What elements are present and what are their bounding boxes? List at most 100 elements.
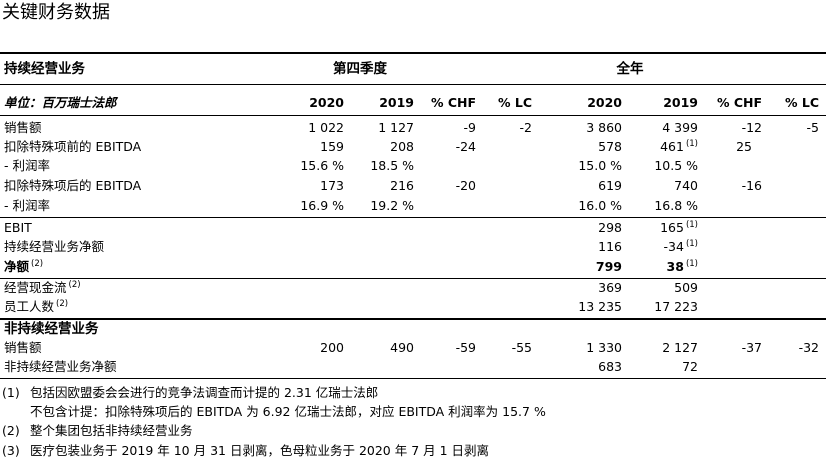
cell-q4-2020: 15.6 % bbox=[300, 158, 344, 173]
cell-fy-2019: 461 (1) bbox=[610, 138, 698, 156]
cell-fy-chf: -12 bbox=[741, 120, 762, 135]
cell-fy-2020: 683 bbox=[598, 359, 622, 374]
cell-fy-2019: 2 127 bbox=[662, 340, 698, 355]
rule-discontinued bbox=[0, 318, 826, 320]
row-label: 持续经营业务净额 bbox=[4, 239, 105, 254]
cell-fy-2020: 13 235 bbox=[578, 299, 622, 314]
cell-q4-2019: 208 bbox=[390, 139, 414, 154]
cell-q4-2019: 18.5 % bbox=[370, 158, 414, 173]
row-label: 扣除特殊项前的 EBITDA bbox=[4, 139, 142, 154]
cell-fy-chf: 25 bbox=[736, 139, 752, 154]
cell-fy-2019: 16.8 % bbox=[654, 198, 698, 213]
cell-fy-2019: 4 399 bbox=[662, 120, 698, 135]
cell-fy-2020: 799 bbox=[595, 259, 622, 274]
cell-fy-lc: -5 bbox=[806, 120, 819, 135]
cell-fy-2020: 116 bbox=[598, 239, 622, 254]
cell-fy-2019: 165 (1) bbox=[610, 219, 698, 237]
cell-fy-chf: -16 bbox=[741, 178, 762, 193]
cell-fy-2020: 3 860 bbox=[586, 120, 622, 135]
footnote-1-text: 包括因欧盟委会会进行的竞争法调查而计提的 2.31 亿瑞士法郎 bbox=[30, 385, 379, 400]
section-continuing-header: 持续经营业务 bbox=[4, 61, 85, 77]
top-rule bbox=[0, 52, 826, 54]
cell-fy-2020: 1 330 bbox=[586, 340, 622, 355]
cell-fy-2019: 509 bbox=[674, 280, 698, 295]
cell-fy-2020: 578 bbox=[598, 139, 622, 154]
col-fy-2020: 2020 bbox=[587, 95, 622, 110]
header-rule bbox=[0, 84, 826, 85]
cell-value: 461 bbox=[660, 139, 684, 154]
page-title: 关键财务数据 bbox=[2, 2, 110, 23]
col-q4-2020: 2020 bbox=[309, 95, 344, 110]
col-q4-lc: % LC bbox=[497, 95, 532, 110]
footnote-ref: (1) bbox=[685, 238, 698, 249]
colhead-rule bbox=[0, 115, 826, 116]
row-label: 销售额 bbox=[4, 340, 42, 355]
row-label: - 利润率 bbox=[4, 158, 50, 173]
footnote-ref: (1) bbox=[685, 258, 698, 269]
cell-fy-chf: -37 bbox=[741, 340, 762, 355]
cell-fy-2019: 17 223 bbox=[654, 299, 698, 314]
cell-fy-2020: 15.0 % bbox=[578, 158, 622, 173]
unit-label: 单位：百万瑞士法郎 bbox=[4, 95, 117, 110]
footnote-3-text: 医疗包装业务于 2019 年 10 月 31 日剥离，色母粒业务于 2020 年… bbox=[30, 443, 490, 458]
cell-fy-2020: 369 bbox=[598, 280, 622, 295]
cell-fy-2019: 72 bbox=[682, 359, 698, 374]
footnote-ref: (1) bbox=[685, 138, 698, 149]
cell-fy-2020: 16.0 % bbox=[578, 198, 622, 213]
col-fy-lc: % LC bbox=[784, 95, 819, 110]
row-label-cashflow: 经营现金流 (2) bbox=[4, 279, 81, 297]
cell-fy-2019: 740 bbox=[674, 178, 698, 193]
row-label: 净额 bbox=[4, 259, 30, 274]
cell-fy-2019: -34 (1) bbox=[610, 238, 698, 256]
cell-fy-lc: -32 bbox=[798, 340, 819, 355]
cell-fy-2019: 10.5 % bbox=[654, 158, 698, 173]
footnote-2-text: 整个集团包括非持续经营业务 bbox=[30, 423, 193, 438]
footnote-ref: (2) bbox=[31, 258, 44, 269]
footnote-1-mark: (1) bbox=[2, 385, 20, 400]
footnote-2-mark: (2) bbox=[2, 423, 20, 438]
cell-value: 165 bbox=[660, 220, 684, 235]
col-fy-chf: % CHF bbox=[716, 95, 762, 110]
row-label: 经营现金流 bbox=[4, 280, 67, 295]
cell-q4-2020: 16.9 % bbox=[300, 198, 344, 213]
cell-value: 38 bbox=[666, 259, 684, 274]
cell-q4-lc: -55 bbox=[511, 340, 532, 355]
row-label: - 利润率 bbox=[4, 198, 50, 213]
col-fy-2019: 2019 bbox=[663, 95, 698, 110]
row-label: EBIT bbox=[4, 220, 32, 235]
footnote-ref: (2) bbox=[68, 279, 81, 290]
cell-q4-2020: 173 bbox=[320, 178, 344, 193]
col-q4-chf: % CHF bbox=[430, 95, 476, 110]
cell-q4-lc: -2 bbox=[519, 120, 532, 135]
cell-q4-2019: 490 bbox=[390, 340, 414, 355]
footnote-ref: (1) bbox=[685, 219, 698, 230]
row-label: 销售额 bbox=[4, 120, 42, 135]
footnote-1b-text: 不包含计提：扣除特殊项后的 EBITDA 为 6.92 亿瑞士法郎，对应 EBI… bbox=[30, 404, 546, 419]
cell-fy-2020: 619 bbox=[598, 178, 622, 193]
rule-cashflow bbox=[0, 278, 826, 279]
footnote-ref: (2) bbox=[56, 298, 69, 309]
rule-footnotes bbox=[0, 378, 826, 379]
cell-q4-chf: -20 bbox=[455, 178, 476, 193]
footnote-3-mark: (3) bbox=[2, 443, 20, 458]
row-label-net: 净额 (2) bbox=[4, 258, 43, 276]
row-label-employees: 员工人数 (2) bbox=[4, 298, 68, 316]
rule-ebit bbox=[0, 217, 826, 218]
cell-q4-chf: -24 bbox=[455, 139, 476, 154]
cell-q4-2019: 216 bbox=[390, 178, 414, 193]
cell-q4-2019: 1 127 bbox=[378, 120, 414, 135]
cell-q4-2020: 200 bbox=[320, 340, 344, 355]
cell-q4-2020: 159 bbox=[320, 139, 344, 154]
cell-q4-chf: -9 bbox=[463, 120, 476, 135]
q4-header: 第四季度 bbox=[333, 61, 387, 77]
cell-q4-chf: -59 bbox=[455, 340, 476, 355]
cell-q4-2020: 1 022 bbox=[308, 120, 344, 135]
row-label: 扣除特殊项后的 EBITDA bbox=[4, 178, 142, 193]
section-discontinued-header: 非持续经营业务 bbox=[4, 321, 99, 337]
row-label: 非持续经营业务净额 bbox=[4, 359, 117, 374]
row-label: 员工人数 bbox=[4, 299, 55, 314]
cell-fy-2019: 38 (1) bbox=[610, 258, 698, 276]
cell-value: -34 bbox=[663, 239, 684, 254]
full-year-header: 全年 bbox=[616, 61, 644, 77]
cell-q4-2019: 19.2 % bbox=[370, 198, 414, 213]
